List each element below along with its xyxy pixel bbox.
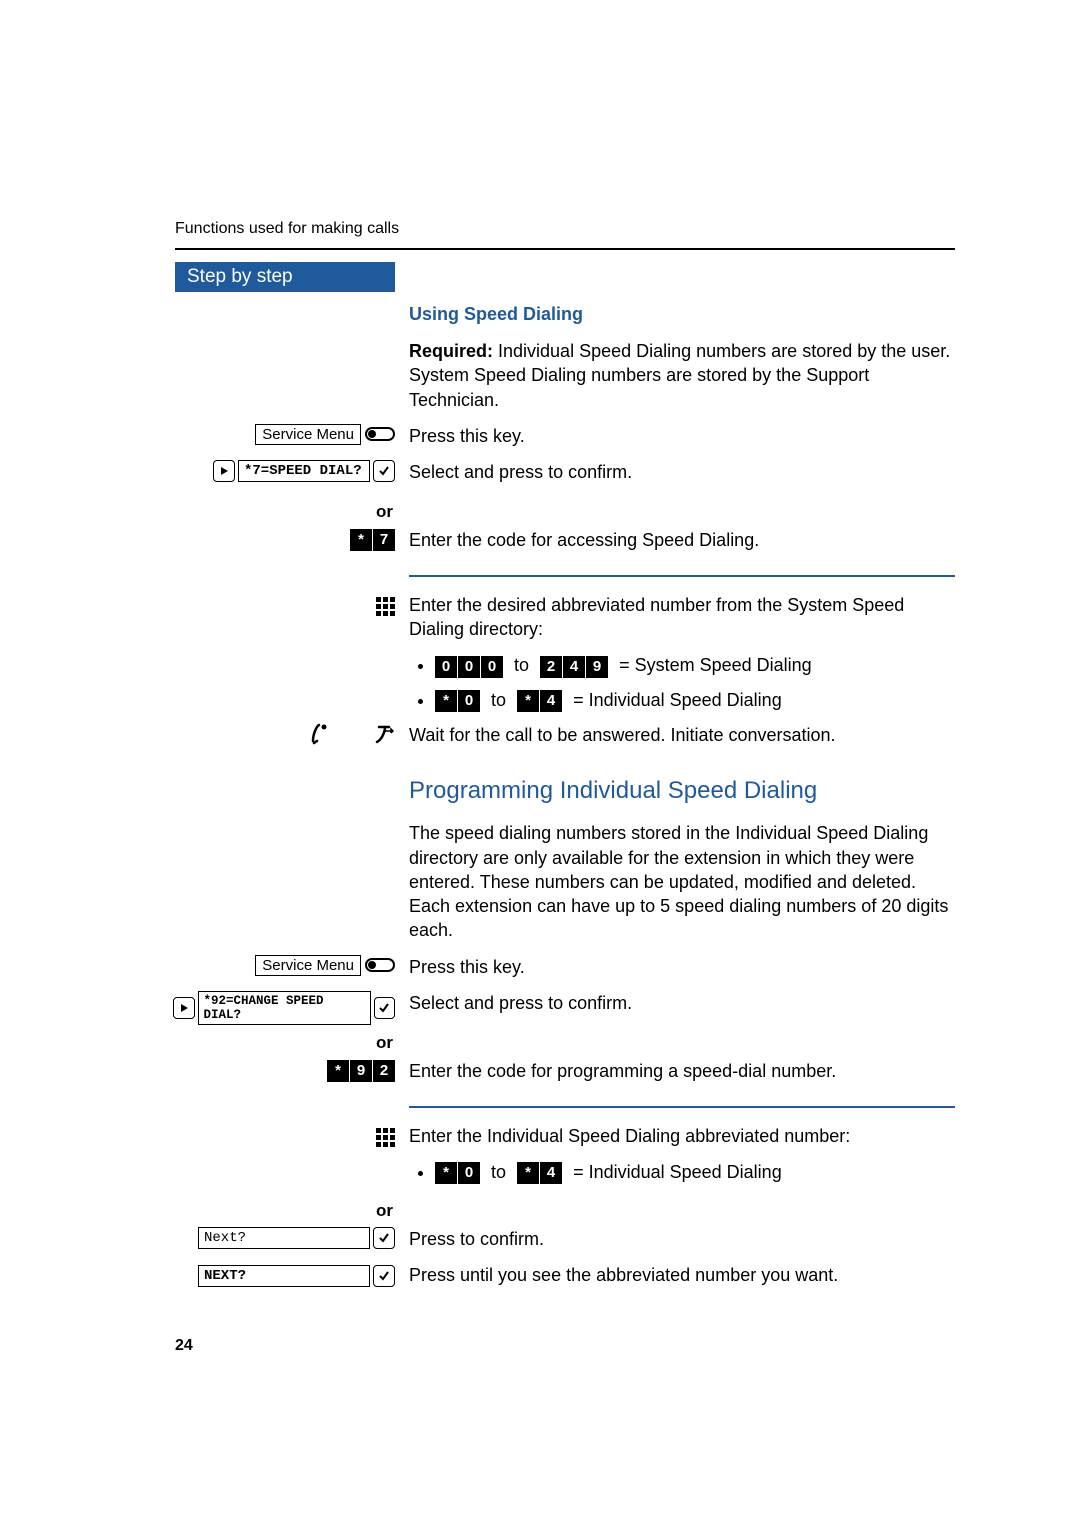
confirm-text: Press to confirm.: [409, 1227, 955, 1251]
enter-code-text: Enter the code for programming a speed-d…: [409, 1059, 955, 1083]
section2-intro: The speed dialing numbers stored in the …: [409, 821, 955, 942]
enter-abbrev-text: Enter the Individual Speed Dialing abbre…: [409, 1124, 955, 1148]
prompt-change-speed-dial: *92=CHANGE SPEED DIAL?: [198, 991, 371, 1025]
key-2: 2: [373, 1060, 395, 1082]
key-star: *: [350, 529, 372, 551]
key-9: 9: [350, 1060, 372, 1082]
play-icon: [213, 460, 235, 482]
list-item: *0 to *4 = Individual Speed Dialing: [435, 1158, 955, 1187]
or-label: or: [376, 1195, 395, 1225]
prompt-speed-dial: *7=SPEED DIAL?: [238, 460, 370, 482]
display-prompt: NEXT?: [198, 1265, 395, 1287]
prompt-next-caps: NEXT?: [198, 1265, 370, 1287]
enter-code-text: Enter the code for accessing Speed Diali…: [409, 528, 955, 552]
press-key-text: Press this key.: [409, 955, 955, 979]
section-rule: [409, 575, 955, 577]
key-7: 7: [373, 529, 395, 551]
confirm-text: Select and press to confirm.: [409, 460, 955, 484]
press-key-text: Press this key.: [409, 424, 955, 448]
list-item: *0 to *4 = Individual Speed Dialing: [435, 686, 955, 715]
intro-bold: Required:: [409, 341, 493, 361]
key-star: *: [327, 1060, 349, 1082]
handset-down-icon: [355, 723, 395, 750]
check-icon: [374, 997, 396, 1019]
or-label: or: [376, 1027, 395, 1057]
section-rule: [409, 1106, 955, 1108]
handset-up-icon: [309, 723, 349, 750]
oval-key-icon: [365, 958, 395, 972]
display-prompt: *7=SPEED DIAL?: [213, 460, 395, 482]
check-icon: [373, 1265, 395, 1287]
page-number: 24: [175, 1337, 955, 1355]
running-header: Functions used for making calls: [175, 220, 955, 238]
enter-abbrev-text: Enter the desired abbreviated number fro…: [409, 593, 955, 642]
section1-title: Using Speed Dialing: [409, 304, 955, 325]
press-until-text: Press until you see the abbreviated numb…: [409, 1263, 955, 1287]
display-prompt: Next?: [198, 1227, 395, 1249]
confirm-text: Select and press to confirm.: [409, 991, 955, 1015]
service-menu-label: Service Menu: [255, 955, 361, 976]
prompt-next: Next?: [198, 1227, 370, 1249]
service-menu-label: Service Menu: [255, 424, 361, 445]
play-icon: [173, 997, 195, 1019]
bullet-list: *0 to *4 = Individual Speed Dialing: [409, 1158, 955, 1187]
check-icon: [373, 1227, 395, 1249]
or-label: or: [376, 496, 395, 526]
sidebar-title: Step by step: [175, 262, 395, 292]
section1-intro: Required: Individual Speed Dialing numbe…: [409, 339, 955, 412]
list-item: 000 to 249 = System Speed Dialing: [435, 651, 955, 680]
check-icon: [373, 460, 395, 482]
keypad-icon: [376, 1128, 395, 1147]
header-rule: [175, 248, 955, 250]
wait-answered-text: Wait for the call to be answered. Initia…: [409, 723, 955, 747]
keypad-icon: [376, 597, 395, 616]
display-prompt: *92=CHANGE SPEED DIAL?: [173, 991, 395, 1025]
oval-key-icon: [365, 427, 395, 441]
section2-title: Programming Individual Speed Dialing: [409, 777, 955, 805]
bullet-list: 000 to 249 = System Speed Dialing *0 to …: [409, 651, 955, 715]
